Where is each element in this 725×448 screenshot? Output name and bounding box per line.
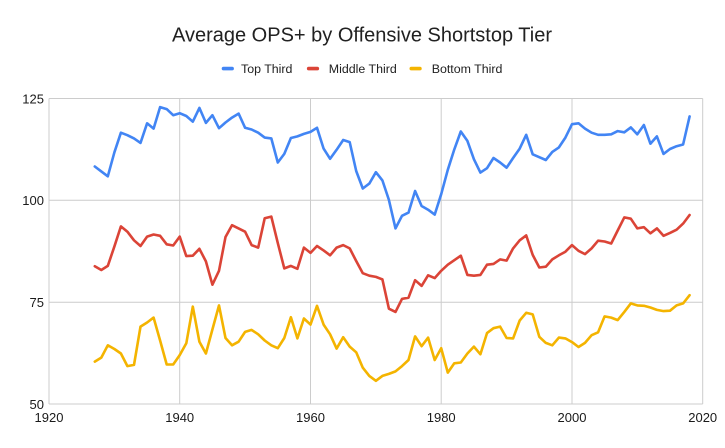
svg-text:125: 125 xyxy=(22,91,44,106)
svg-text:Average OPS+ by Offensive Shor: Average OPS+ by Offensive Shortstop Tier xyxy=(172,25,552,47)
svg-text:2000: 2000 xyxy=(558,410,587,425)
svg-text:1980: 1980 xyxy=(427,410,456,425)
svg-text:100: 100 xyxy=(22,193,44,208)
svg-text:50: 50 xyxy=(30,397,44,412)
svg-text:75: 75 xyxy=(30,295,44,310)
svg-text:Top Third: Top Third xyxy=(241,62,293,76)
svg-text:1920: 1920 xyxy=(35,410,64,425)
svg-text:2020: 2020 xyxy=(688,410,717,425)
svg-text:Middle Third: Middle Third xyxy=(329,62,397,76)
svg-text:1940: 1940 xyxy=(165,410,194,425)
svg-text:1960: 1960 xyxy=(296,410,325,425)
svg-text:Bottom Third: Bottom Third xyxy=(432,62,503,76)
